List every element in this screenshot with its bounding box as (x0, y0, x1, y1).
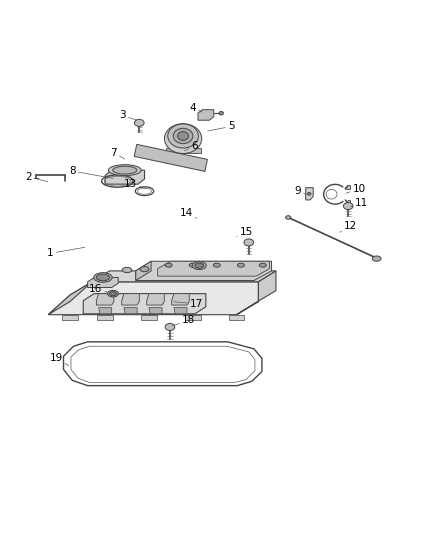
Ellipse shape (113, 166, 137, 174)
Polygon shape (96, 294, 114, 305)
Text: 15: 15 (237, 228, 253, 237)
Text: 7: 7 (110, 148, 125, 159)
Polygon shape (149, 308, 162, 314)
Polygon shape (48, 282, 92, 314)
Polygon shape (88, 278, 118, 287)
Ellipse shape (165, 263, 172, 267)
Text: 1: 1 (47, 247, 85, 259)
Polygon shape (62, 314, 78, 320)
Ellipse shape (168, 124, 198, 148)
Text: 10: 10 (346, 183, 366, 193)
Text: 16: 16 (89, 284, 108, 294)
Polygon shape (345, 200, 350, 203)
Text: 6: 6 (184, 141, 198, 151)
Ellipse shape (192, 262, 206, 270)
Polygon shape (105, 170, 145, 184)
Polygon shape (174, 308, 187, 314)
Ellipse shape (213, 263, 220, 267)
Polygon shape (166, 148, 201, 154)
Text: 4: 4 (189, 103, 202, 113)
Text: 2: 2 (25, 172, 48, 182)
Polygon shape (306, 188, 313, 200)
Polygon shape (122, 294, 139, 305)
Ellipse shape (110, 292, 117, 296)
Polygon shape (97, 314, 113, 320)
Text: 13: 13 (124, 179, 146, 189)
Ellipse shape (173, 128, 193, 143)
Polygon shape (136, 261, 272, 280)
Polygon shape (92, 271, 276, 282)
Ellipse shape (195, 263, 204, 268)
Ellipse shape (244, 239, 254, 246)
Text: 12: 12 (340, 221, 357, 232)
Ellipse shape (164, 124, 201, 154)
Ellipse shape (108, 290, 118, 297)
Ellipse shape (189, 263, 196, 267)
Polygon shape (83, 294, 206, 314)
Ellipse shape (237, 263, 244, 267)
Polygon shape (124, 308, 137, 314)
Ellipse shape (108, 165, 141, 175)
Ellipse shape (259, 263, 266, 267)
Polygon shape (147, 294, 164, 305)
Text: 19: 19 (49, 353, 69, 366)
Ellipse shape (286, 216, 291, 219)
Ellipse shape (140, 266, 149, 272)
Polygon shape (237, 271, 276, 314)
Ellipse shape (343, 203, 353, 209)
Text: 18: 18 (173, 315, 195, 326)
Ellipse shape (372, 256, 381, 261)
Text: 14: 14 (180, 208, 197, 219)
Ellipse shape (94, 273, 112, 282)
Polygon shape (99, 308, 112, 314)
Text: 17: 17 (173, 298, 203, 309)
Ellipse shape (219, 111, 223, 115)
Polygon shape (172, 294, 189, 305)
Text: 8: 8 (69, 166, 113, 179)
Ellipse shape (165, 324, 175, 330)
Text: 3: 3 (119, 110, 137, 120)
Ellipse shape (96, 274, 110, 281)
Polygon shape (229, 314, 244, 320)
Polygon shape (185, 314, 201, 320)
Polygon shape (158, 261, 269, 276)
Text: 11: 11 (350, 198, 368, 208)
Text: 9: 9 (294, 186, 307, 196)
Text: 5: 5 (208, 122, 235, 131)
Polygon shape (48, 282, 258, 314)
Polygon shape (198, 110, 214, 120)
Ellipse shape (307, 192, 311, 195)
Polygon shape (134, 144, 208, 172)
Ellipse shape (122, 268, 132, 273)
Polygon shape (136, 261, 151, 280)
Polygon shape (345, 185, 350, 189)
Polygon shape (141, 314, 157, 320)
Ellipse shape (178, 132, 188, 140)
Ellipse shape (134, 119, 144, 126)
